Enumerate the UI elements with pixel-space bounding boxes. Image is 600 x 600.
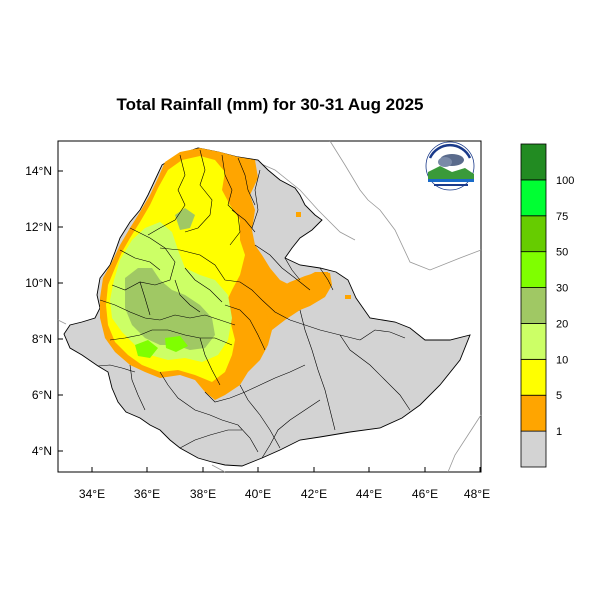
latitude-labels: 14°N 12°N 10°N 8°N 6°N 4°N (25, 164, 52, 458)
lon-label: 36°E (134, 487, 160, 501)
lat-label: 10°N (25, 276, 52, 290)
colorbar-swatch (520, 215, 547, 253)
lat-label: 4°N (32, 444, 52, 458)
ethiopian-meteorology-institute-logo (425, 141, 475, 191)
colorbar-legend (520, 143, 547, 468)
colorbar-label: 100 (556, 175, 574, 187)
colorbar-swatch (520, 394, 547, 432)
colorbar-label: 1 (556, 426, 562, 438)
lon-label: 38°E (190, 487, 216, 501)
colorbar-swatch (520, 323, 547, 360)
rainfall-zone-orange-east (262, 272, 332, 326)
lon-label: 42°E (301, 487, 327, 501)
colorbar-label: 75 (556, 211, 568, 223)
longitude-labels: 34°E 36°E 38°E 40°E 42°E 44°E 46°E 48°E (79, 487, 490, 501)
lat-label: 14°N (25, 164, 52, 178)
lon-label: 40°E (245, 487, 271, 501)
rainfall-zone-olive (175, 208, 195, 230)
colorbar-label: 20 (556, 318, 568, 330)
colorbar-swatch (520, 430, 547, 468)
colorbar-swatch (520, 179, 547, 217)
rainfall-spot (296, 212, 301, 217)
rainfall-zone-olive (125, 268, 215, 350)
lat-label: 12°N (25, 220, 52, 234)
colorbar-label: 5 (556, 390, 562, 402)
colorbar-label: 10 (556, 354, 568, 366)
colorbar-swatch (520, 287, 547, 324)
lon-label: 46°E (412, 487, 438, 501)
neighbor-boundaries (57, 140, 482, 473)
lon-label: 48°E (464, 487, 490, 501)
colorbar-label: 50 (556, 247, 568, 259)
rainfall-spot (345, 295, 351, 299)
rainfall-zone-green (165, 336, 188, 352)
colorbar-swatch (520, 358, 547, 396)
colorbar-label: 30 (556, 283, 568, 295)
colorbar-swatch (520, 251, 547, 288)
rainfall-zone-green (135, 340, 158, 358)
map-title: Total Rainfall (mm) for 30-31 Aug 2025 (116, 95, 424, 114)
axis-ticks (58, 170, 481, 472)
colorbar-swatch (520, 143, 547, 181)
lat-label: 6°N (32, 388, 52, 402)
lat-label: 8°N (32, 332, 52, 346)
lon-label: 34°E (79, 487, 105, 501)
regional-boundaries (97, 149, 411, 459)
lon-label: 44°E (356, 487, 382, 501)
colorbar-labels: 1 5 10 20 30 50 75 100 (556, 175, 574, 438)
